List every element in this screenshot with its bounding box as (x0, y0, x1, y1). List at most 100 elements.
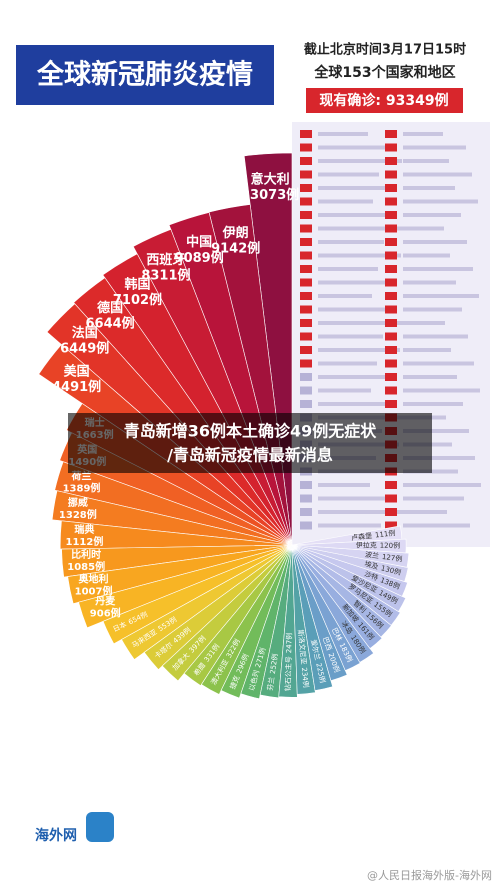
list-dot (300, 170, 312, 179)
list-dot (385, 211, 397, 219)
list-dot (300, 494, 312, 503)
sector-label: 法国 (72, 325, 98, 341)
sector-label: 爱尔兰 (309, 639, 322, 661)
sector-label-group: 伊拉克 120例 (356, 541, 400, 550)
value-label: 8311例 (141, 268, 190, 284)
list-dot (385, 373, 397, 381)
sector-label: 伊拉克 (356, 541, 377, 550)
list-dot (300, 278, 312, 287)
list-dot (300, 319, 312, 327)
sector-label: 丹麦 (95, 594, 116, 607)
list-dot (385, 238, 397, 246)
list-line (318, 226, 407, 231)
list-dot (300, 265, 312, 273)
list-line (403, 253, 450, 258)
sector (291, 544, 409, 582)
sector-label: 德国 (97, 300, 123, 316)
value-label: 1112例 (66, 535, 104, 548)
sector-label: 埃及 (364, 559, 380, 571)
list-line (403, 294, 479, 298)
sector-label-group: 芬兰 252例 (265, 653, 279, 691)
countries: 全球153个国家和地区 (313, 64, 455, 81)
list-line (403, 402, 463, 406)
sector (278, 544, 298, 698)
list-dot (385, 170, 397, 179)
sector (291, 544, 401, 626)
list-dot (300, 373, 312, 381)
list-dot (385, 508, 397, 516)
list-dot (385, 319, 397, 327)
sector-label-group: 爱尔兰225例 (309, 639, 327, 684)
sector (291, 544, 348, 682)
sector-label-group: 钻石公主号 247例 (283, 633, 294, 692)
list-line (403, 456, 475, 460)
list-dot (300, 224, 312, 233)
sector (291, 538, 407, 554)
sector-label-group: 波兰 127例 (365, 550, 403, 564)
list-line (403, 348, 451, 352)
list-line (403, 375, 457, 379)
list-line (403, 361, 474, 366)
list-line (318, 375, 394, 379)
sector (291, 544, 407, 612)
list-line (318, 294, 372, 298)
title-box (16, 45, 274, 105)
list-dot (300, 197, 312, 206)
value-label: 6449例 (60, 341, 109, 357)
sector (291, 544, 392, 638)
list-line (318, 186, 396, 190)
sector-label: 中国 (186, 234, 212, 250)
list-line (403, 483, 481, 487)
list-dot (385, 130, 397, 138)
list-dot (300, 400, 312, 408)
list-line (318, 348, 400, 352)
list-dot (385, 224, 397, 233)
sector (54, 461, 293, 546)
value-label: 7102例 (113, 292, 162, 308)
sector (161, 544, 293, 682)
list-line (318, 172, 379, 177)
list-line (318, 402, 388, 406)
value-label: 906例 (90, 606, 121, 619)
list-dot (300, 521, 312, 530)
sector-label: 比利时 (71, 548, 101, 561)
list-line (403, 307, 462, 312)
list-line (403, 213, 461, 217)
value-label: 9142例 (211, 240, 260, 256)
sector (143, 544, 293, 670)
list-line (403, 334, 468, 339)
sector-label: 芬兰 (265, 676, 276, 691)
list-line (403, 145, 466, 150)
watermark: @人民日报海外版-海外网 (367, 868, 492, 882)
list-dot (385, 251, 397, 260)
list-dot (385, 143, 397, 152)
list-line (318, 159, 402, 163)
list-line (403, 186, 455, 190)
list-dot (300, 332, 312, 341)
sector (291, 544, 408, 597)
list-dot (385, 400, 397, 408)
list-line (318, 496, 387, 501)
sector-label: 卢森堡 (351, 531, 373, 542)
sector-label: 斯洛文尼亚 (296, 629, 308, 665)
list-line (318, 213, 390, 217)
list-dot (300, 143, 312, 152)
list-dot (300, 211, 312, 219)
list-dot (385, 481, 397, 489)
value-label: 1328例 (59, 508, 97, 521)
sector (67, 544, 293, 604)
list-dot (300, 386, 312, 395)
sector (183, 544, 293, 687)
list-line (318, 199, 373, 204)
value-label: 1085例 (67, 560, 105, 573)
list-dot (385, 265, 397, 273)
list-line (403, 496, 464, 501)
sector (240, 544, 293, 700)
value-label: 247例 (284, 633, 294, 654)
date: 截止北京时间3月17日15时 (304, 42, 466, 58)
list-line (318, 523, 381, 528)
headline-line: 青岛新增36例本土确诊49例无症状 (124, 422, 378, 441)
list-line (403, 523, 470, 528)
list-line (403, 226, 444, 231)
